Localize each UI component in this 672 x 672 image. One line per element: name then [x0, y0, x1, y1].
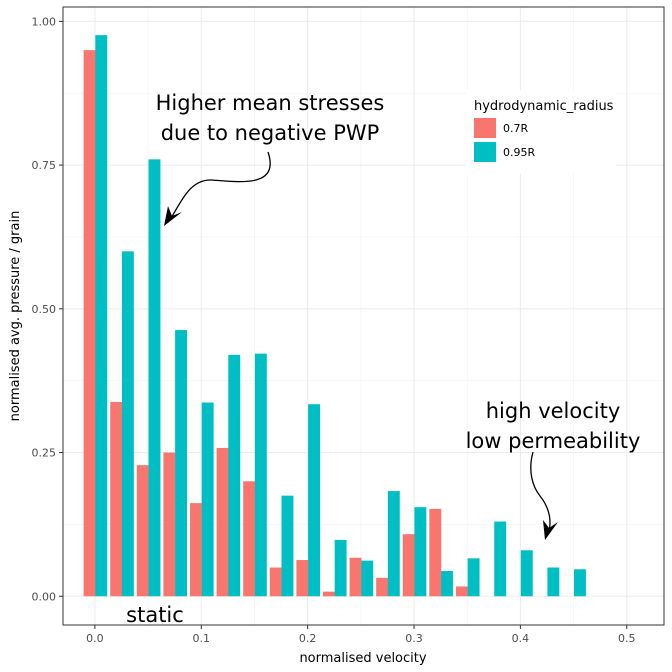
bar-0.95R [547, 567, 560, 597]
bar-0.95R [281, 495, 294, 597]
x-tick-label: 0.5 [618, 632, 636, 645]
bar-0.95R [334, 539, 347, 597]
bars [83, 35, 586, 597]
y-tick-label: 0.50 [32, 303, 57, 316]
annotation-high-velocity-line-1: high velocity [486, 399, 621, 423]
annotation-negative-pwp-line-2: due to negative PWP [161, 121, 380, 145]
legend-label-0.7R: 0.7R [503, 122, 528, 135]
annotation-high-velocity-arrowhead [543, 520, 558, 540]
annotation-negative-pwp-line-1: Higher mean stresses [156, 91, 385, 115]
y-tick-label: 1.00 [32, 15, 57, 28]
bar-0.95R [254, 353, 267, 597]
plot-border [62, 6, 665, 626]
legend-label-0.95R: 0.95R [503, 146, 535, 159]
y-tick-label: 0.75 [32, 159, 57, 172]
bar-0.95R [441, 570, 453, 597]
x-axis-title: normalised velocity [299, 651, 426, 666]
bar-0.7R [402, 534, 415, 597]
annotation-high-velocity: high velocity low permeability [466, 399, 641, 540]
bar-0.95R [361, 560, 374, 597]
x-axis-ticks: 0.0 0.1 0.2 0.3 0.4 0.5 [86, 625, 636, 645]
bar-0.95R [467, 558, 480, 597]
bar-0.95R [414, 507, 427, 597]
y-tick-label: 0.00 [32, 590, 57, 603]
bar-0.95R [201, 402, 214, 597]
bar-0.7R [190, 503, 202, 597]
bar-0.7R [349, 557, 362, 597]
y-axis-title: normalised avg. pressure / grain [8, 211, 23, 422]
x-tick-label: 0.3 [405, 632, 423, 645]
bar-0.95R [574, 569, 586, 597]
bar-0.7R [243, 481, 256, 597]
x-tick-label: 0.4 [512, 632, 530, 645]
bar-0.7R [83, 50, 96, 597]
bar-0.95R [520, 550, 533, 597]
bar-0.95R [95, 35, 108, 597]
legend: hydrodynamic_radius 0.7R 0.95R [466, 90, 616, 174]
bar-0.7R [269, 567, 282, 597]
bar-0.95R [175, 330, 188, 597]
legend-title: hydrodynamic_radius [474, 99, 614, 114]
x-tick-label: 0.0 [86, 632, 104, 645]
annotation-high-velocity-line-2: low permeability [466, 429, 641, 453]
bar-0.7R [163, 452, 176, 597]
bar-0.95R [148, 159, 161, 597]
annotation-high-velocity-arrow [530, 451, 551, 533]
y-axis-ticks: 0.00 0.25 0.50 0.75 1.00 [32, 15, 63, 603]
bar-0.7R [376, 577, 389, 597]
bar-0.95R [387, 491, 400, 597]
bar-0.7R [455, 586, 468, 597]
annotation-static: static [126, 603, 184, 627]
legend-key-0.95R [474, 142, 496, 162]
bar-0.7R [296, 560, 309, 597]
legend-key-0.7R [474, 118, 496, 138]
bar-0.95R [121, 251, 134, 597]
annotation-negative-pwp-arrow [169, 151, 271, 221]
x-tick-label: 0.2 [299, 632, 317, 645]
bar-0.7R [216, 447, 229, 597]
bar-0.7R [136, 465, 149, 597]
y-tick-label: 0.25 [32, 447, 57, 460]
bar-0.95R [228, 354, 241, 597]
annotation-negative-pwp: Higher mean stresses due to negative PWP [156, 91, 385, 226]
bar-0.7R [110, 401, 123, 597]
bar-0.95R [308, 404, 320, 597]
annotation-negative-pwp-arrowhead [164, 206, 182, 226]
bar-0.7R [322, 591, 335, 597]
x-tick-label: 0.1 [193, 632, 211, 645]
bar-0.7R [429, 508, 442, 597]
bar-0.95R [494, 521, 507, 597]
